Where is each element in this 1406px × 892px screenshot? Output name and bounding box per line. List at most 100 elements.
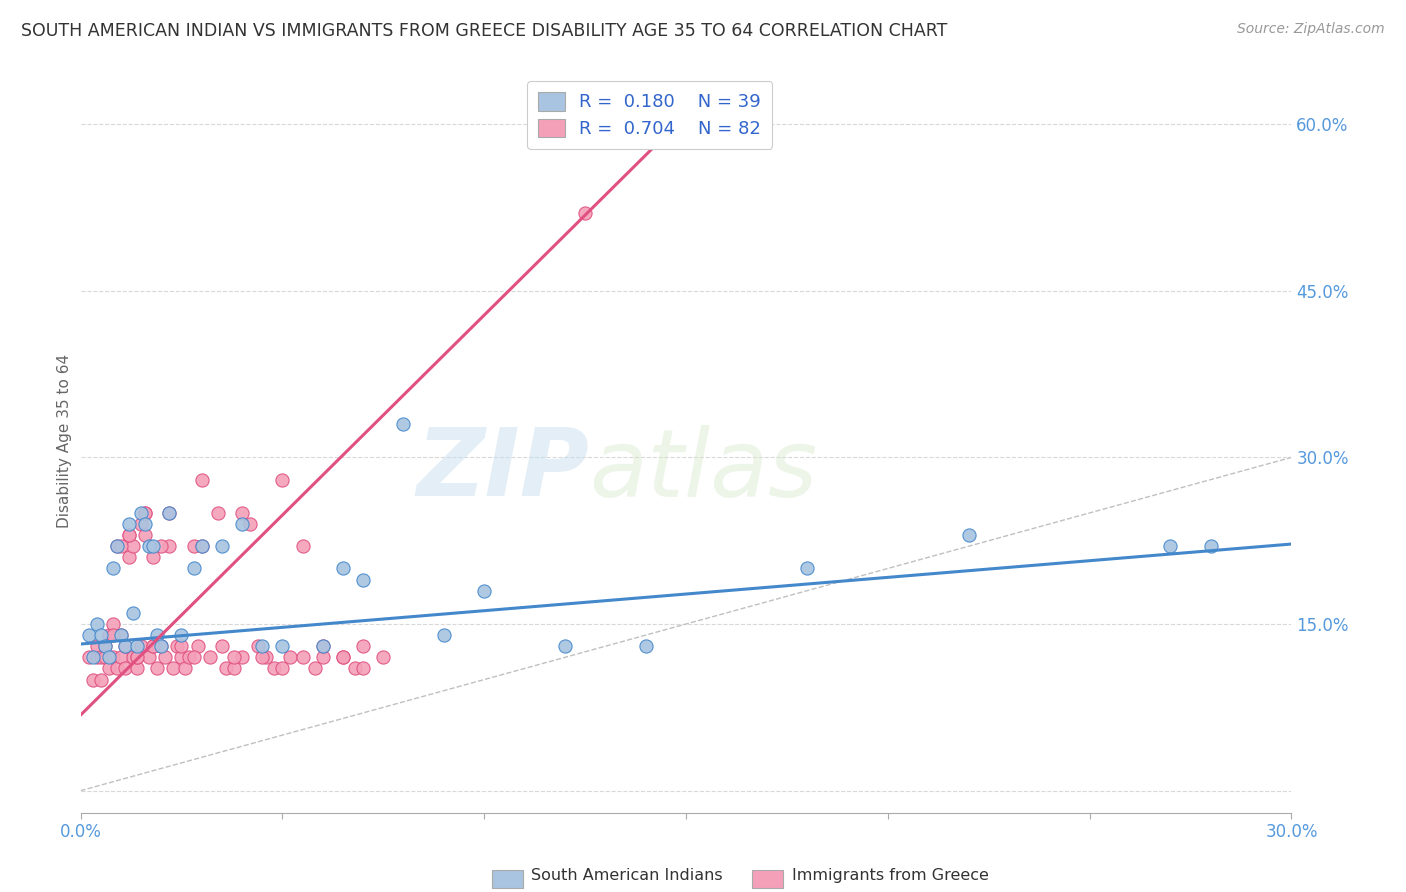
Point xyxy=(1199,539,1222,553)
Point xyxy=(86,617,108,632)
Point xyxy=(142,550,165,565)
Point xyxy=(101,561,124,575)
Point xyxy=(239,516,262,531)
Point xyxy=(129,516,152,531)
Text: South American Indians: South American Indians xyxy=(531,869,723,883)
Point xyxy=(250,650,273,665)
Point xyxy=(125,650,148,665)
Point xyxy=(332,650,354,665)
Point xyxy=(93,639,115,653)
Point xyxy=(86,639,108,653)
Point xyxy=(122,606,145,620)
Point xyxy=(77,628,100,642)
Point xyxy=(304,661,326,675)
Point xyxy=(129,506,152,520)
Point xyxy=(271,639,294,653)
Point xyxy=(97,650,120,665)
Point xyxy=(90,650,112,665)
Point xyxy=(150,539,173,553)
Point xyxy=(122,650,145,665)
Point xyxy=(118,528,141,542)
Point xyxy=(392,417,415,431)
Point xyxy=(101,650,124,665)
Point xyxy=(433,628,456,642)
Point xyxy=(166,639,188,653)
Point xyxy=(211,639,233,653)
Point xyxy=(142,639,165,653)
Text: SOUTH AMERICAN INDIAN VS IMMIGRANTS FROM GREECE DISABILITY AGE 35 TO 64 CORRELAT: SOUTH AMERICAN INDIAN VS IMMIGRANTS FROM… xyxy=(21,22,948,40)
Point xyxy=(93,639,115,653)
Point xyxy=(129,639,152,653)
Point xyxy=(190,473,212,487)
Point xyxy=(254,650,277,665)
Point xyxy=(183,561,205,575)
Point xyxy=(312,639,335,653)
Point xyxy=(190,539,212,553)
Point xyxy=(93,650,115,665)
Point xyxy=(183,539,205,553)
Point xyxy=(110,628,132,642)
Point xyxy=(157,506,180,520)
Point xyxy=(634,639,657,653)
Text: ZIP: ZIP xyxy=(416,425,589,516)
Point xyxy=(134,516,156,531)
Point xyxy=(280,650,302,665)
Point xyxy=(134,506,156,520)
Point xyxy=(263,661,285,675)
Point xyxy=(155,650,177,665)
Point xyxy=(82,673,104,687)
Point xyxy=(170,650,193,665)
Point xyxy=(110,650,132,665)
Point xyxy=(125,650,148,665)
Point xyxy=(162,661,184,675)
Point xyxy=(207,506,229,520)
Point xyxy=(179,650,201,665)
Point xyxy=(97,628,120,642)
Point xyxy=(77,650,100,665)
Point xyxy=(271,661,294,675)
Point xyxy=(352,639,374,653)
Point xyxy=(146,661,169,675)
Point xyxy=(796,561,818,575)
Legend: R =  0.180    N = 39, R =  0.704    N = 82: R = 0.180 N = 39, R = 0.704 N = 82 xyxy=(527,81,772,149)
Point xyxy=(352,661,374,675)
Point xyxy=(150,639,173,653)
Point xyxy=(125,661,148,675)
Point xyxy=(110,628,132,642)
Point xyxy=(82,650,104,665)
Point xyxy=(198,650,221,665)
Text: Immigrants from Greece: Immigrants from Greece xyxy=(792,869,988,883)
Point xyxy=(190,539,212,553)
Point xyxy=(122,539,145,553)
Point xyxy=(312,639,335,653)
Point xyxy=(332,561,354,575)
Point xyxy=(142,539,165,553)
Point xyxy=(174,661,197,675)
Point xyxy=(231,650,253,665)
Point xyxy=(250,639,273,653)
Point xyxy=(90,673,112,687)
Point xyxy=(183,650,205,665)
Text: atlas: atlas xyxy=(589,425,817,516)
Point xyxy=(138,650,160,665)
Point xyxy=(134,528,156,542)
Point xyxy=(291,539,314,553)
Point xyxy=(118,528,141,542)
Point xyxy=(114,639,136,653)
Point xyxy=(157,539,180,553)
Point xyxy=(97,661,120,675)
Point xyxy=(291,650,314,665)
Point xyxy=(125,639,148,653)
Point xyxy=(105,539,128,553)
Point xyxy=(574,206,596,220)
Point xyxy=(312,650,335,665)
Point xyxy=(105,539,128,553)
Point xyxy=(157,506,180,520)
Point xyxy=(343,661,366,675)
Point xyxy=(222,661,245,675)
Point xyxy=(90,628,112,642)
Point xyxy=(211,539,233,553)
Point xyxy=(187,639,209,653)
Y-axis label: Disability Age 35 to 64: Disability Age 35 to 64 xyxy=(58,353,72,528)
Point xyxy=(170,639,193,653)
